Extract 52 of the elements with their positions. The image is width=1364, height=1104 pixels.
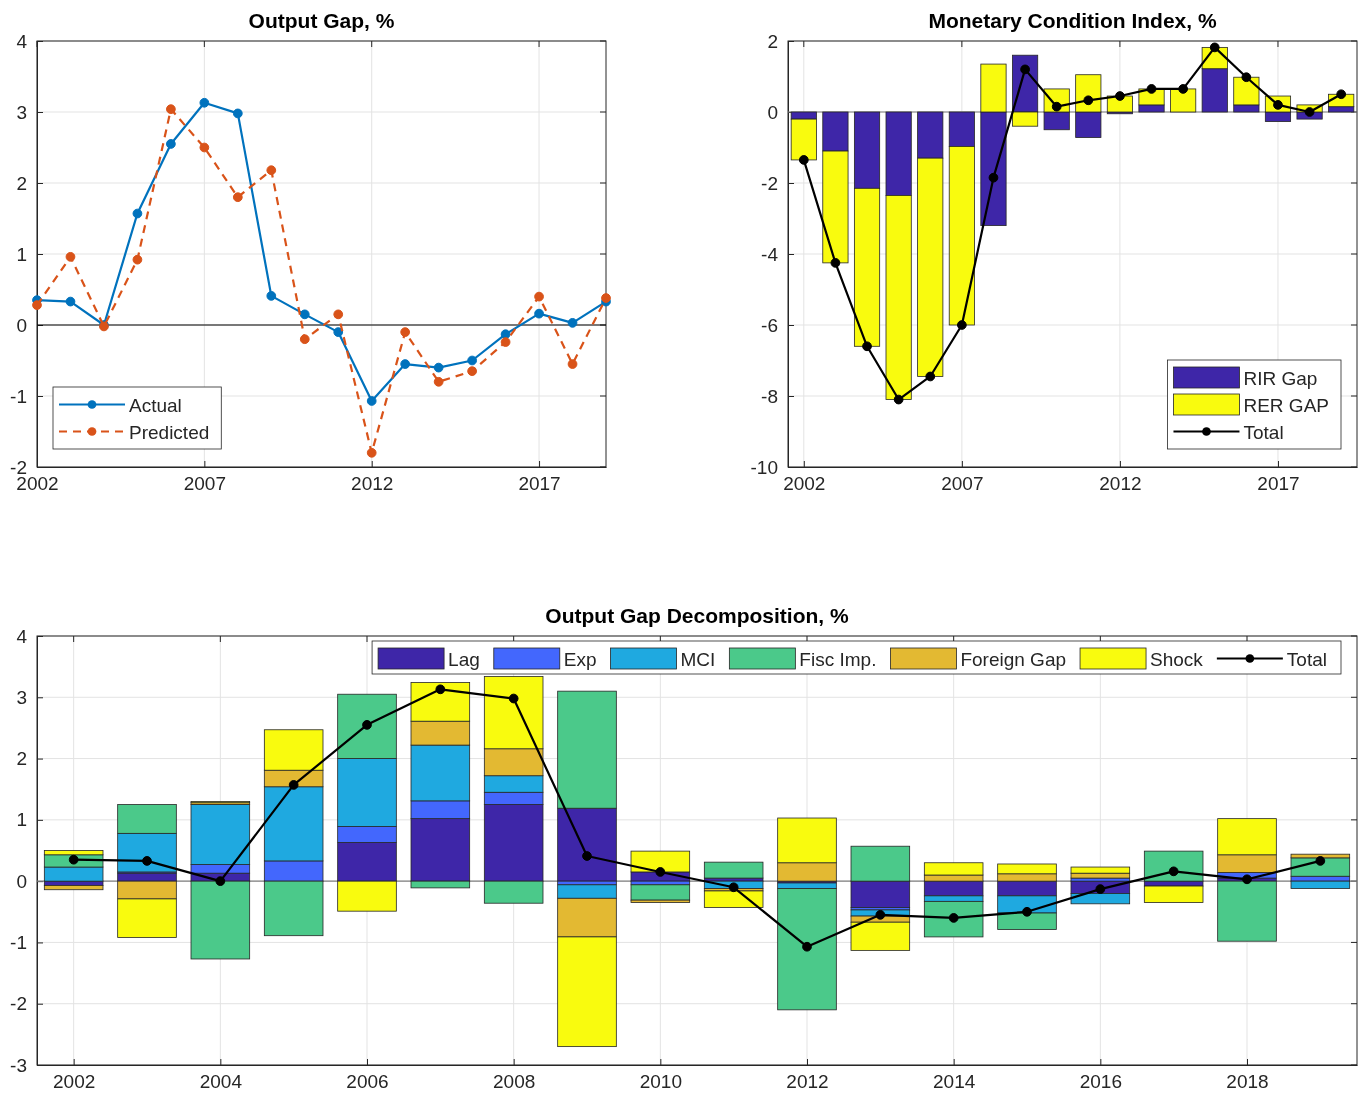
x-tick-label: 2012: [351, 473, 394, 495]
y-tick-label: -10: [750, 456, 778, 478]
x-tick-label: 2017: [1257, 473, 1300, 495]
legend-label: RIR Gap: [1243, 367, 1318, 389]
y-tick-label: 1: [16, 809, 27, 831]
x-tick-label: 2004: [199, 1071, 243, 1093]
legend-label: Predicted: [129, 421, 210, 443]
legend-label: Total: [1286, 648, 1327, 670]
y-tick-label: -1: [10, 932, 27, 954]
y-tick-label: -2: [10, 993, 27, 1015]
y-tick-label: -2: [761, 172, 778, 194]
y-tick-label: 4: [16, 30, 28, 52]
x-tick-label: 2002: [783, 473, 826, 495]
x-tick-label: 2012: [786, 1071, 829, 1093]
chart-title: Output Gap, %: [248, 9, 395, 32]
y-tick-label: 2: [16, 748, 27, 770]
x-tick-label: 2010: [639, 1071, 682, 1093]
x-tick-label: 2008: [493, 1071, 536, 1093]
x-tick-label: 2014: [933, 1071, 976, 1093]
y-tick-label: 3: [16, 101, 27, 123]
x-tick-label: 2007: [941, 473, 984, 495]
legend-label: Shock: [1150, 648, 1204, 670]
legend-label: MCI: [680, 648, 716, 670]
y-tick-label: 2: [767, 30, 778, 52]
y-tick-label: 4: [16, 625, 28, 647]
y-tick-label: -1: [10, 385, 27, 407]
x-tick-label: 2007: [183, 473, 226, 495]
x-tick-label: 2002: [53, 1071, 96, 1093]
legend-label: Fisc Imp.: [799, 648, 877, 670]
legend-label: Total: [1243, 421, 1284, 443]
x-tick-label: 2012: [1099, 473, 1142, 495]
legend-label: Lag: [448, 648, 480, 670]
y-tick-label: 2: [16, 172, 27, 194]
x-tick-label: 2017: [518, 473, 561, 495]
x-tick-label: 2006: [346, 1071, 389, 1093]
chart-title: Monetary Condition Index, %: [928, 9, 1217, 32]
x-tick-label: 2018: [1226, 1071, 1269, 1093]
y-tick-label: -6: [761, 314, 778, 336]
legend-label: Foreign Gap: [960, 648, 1067, 670]
y-tick-label: 0: [16, 870, 27, 892]
chart-title: Output Gap Decomposition, %: [545, 604, 849, 627]
y-tick-label: -3: [10, 1054, 27, 1076]
legend-label: RER GAP: [1243, 394, 1329, 416]
legend-label: Exp: [563, 648, 597, 670]
y-tick-label: 1: [16, 243, 27, 265]
y-tick-label: -4: [761, 243, 779, 265]
x-tick-label: 2016: [1079, 1071, 1122, 1093]
y-tick-label: -8: [761, 385, 778, 407]
y-tick-label: 0: [16, 314, 27, 336]
y-tick-label: 3: [16, 686, 27, 708]
legend-label: Actual: [129, 394, 182, 416]
y-tick-label: 0: [767, 101, 778, 123]
